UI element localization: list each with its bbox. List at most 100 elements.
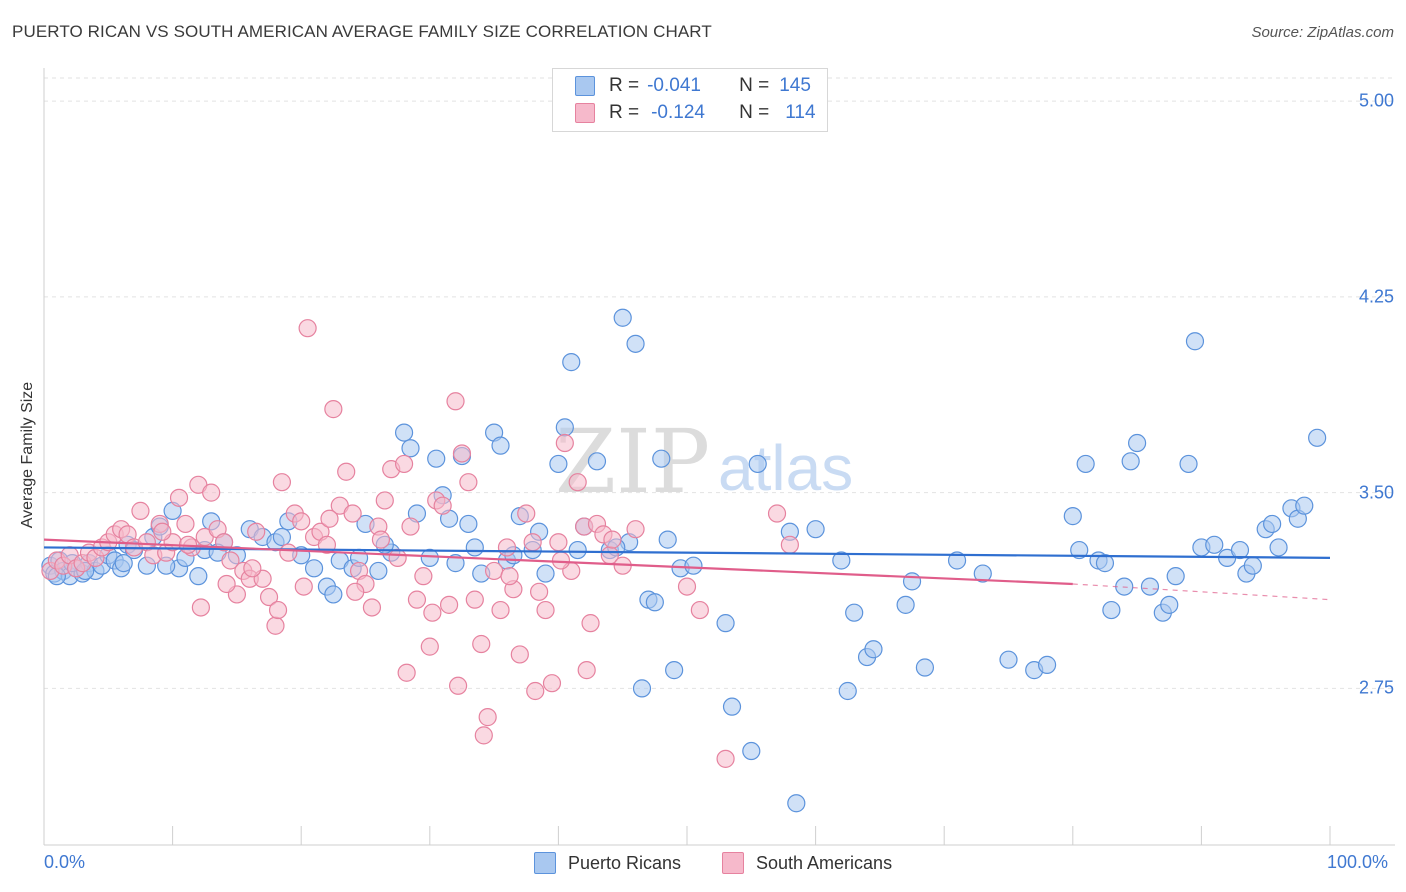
puerto-rican-point [915, 658, 935, 677]
south-american-point [259, 587, 279, 607]
series-legend-south-americans: South Americans [722, 852, 892, 874]
south-american-point [523, 533, 542, 552]
data-points [41, 308, 1327, 813]
south-american-point [324, 400, 343, 419]
legend-n-label: N = [739, 75, 770, 96]
legend-r-label: R = [609, 102, 640, 123]
south-american-point [439, 595, 459, 614]
puerto-rican-point [304, 559, 324, 578]
south-american-point [362, 598, 382, 617]
puerto-rican-point [1037, 655, 1057, 674]
correlation-legend: R = -0.041 N = 145 R = -0.124 N = 114 [552, 68, 828, 132]
south-american-point [320, 509, 339, 528]
puerto-rican-point [491, 436, 510, 455]
chart-title: PUERTO RICAN VS SOUTH AMERICAN AVERAGE F… [12, 22, 712, 41]
south-american-point [371, 530, 391, 549]
puerto-rican-point [716, 614, 735, 633]
puerto-rican-point [1095, 554, 1115, 573]
south-american-point [153, 522, 172, 541]
puerto-rican-point [973, 564, 992, 583]
series-legend-puerto-ricans: Puerto Ricans [534, 852, 681, 874]
puerto-rican-point [1230, 540, 1250, 560]
puerto-rican-point [1121, 452, 1140, 471]
south-american-point [221, 551, 240, 570]
south-american-point [716, 749, 735, 768]
puerto-rican-point [999, 650, 1018, 669]
legend-swatch-blue [534, 852, 556, 874]
south-american-point [337, 462, 356, 481]
x-tick-label-min: 0.0% [44, 852, 86, 872]
puerto-rican-point [742, 741, 761, 761]
south-american-point [279, 543, 298, 562]
south-american-point [478, 708, 497, 727]
puerto-rican-point [838, 681, 857, 701]
puerto-rican-point [613, 308, 632, 327]
watermark-atlas: atlas [718, 432, 853, 504]
legend-n-label: N = [739, 102, 770, 123]
y-tick-label: 4.25 [1358, 286, 1394, 307]
puerto-rican-point [632, 679, 652, 698]
puerto-rican-point [645, 593, 664, 612]
puerto-rican-point [1076, 454, 1095, 474]
south-american-point [472, 634, 491, 654]
grid-lines [44, 77, 1395, 689]
south-american-point [446, 392, 465, 411]
legend-r-value: -0.124 [651, 102, 705, 123]
south-american-point [474, 726, 493, 745]
puerto-rican-point [555, 418, 574, 437]
puerto-rican-point [1140, 577, 1160, 596]
south-american-point [536, 600, 555, 620]
legend-row-puerto-ricans: R = -0.041 N = 145 [575, 74, 811, 98]
south-american-point [510, 645, 529, 664]
south-american-point [577, 661, 596, 680]
south-american-point [294, 577, 313, 596]
legend-n-value: 145 [779, 75, 811, 96]
puerto-rican-point [272, 527, 292, 547]
puerto-rican-point [587, 452, 607, 471]
south-american-point [780, 535, 799, 554]
south-american-point [346, 582, 365, 601]
south-american-point [375, 491, 394, 510]
south-american-point [247, 522, 266, 541]
puerto-rican-point [626, 334, 645, 353]
south-american-point [603, 530, 622, 549]
y-tick-label: 5.00 [1358, 90, 1394, 111]
south-american-point [423, 603, 442, 622]
south-american-point [292, 512, 311, 531]
puerto-rican-point [902, 572, 922, 591]
puerto-rican-point [1205, 535, 1224, 554]
south-american-point [131, 501, 150, 520]
puerto-rican-point [684, 556, 703, 575]
puerto-rican-point [114, 554, 133, 573]
puerto-rican-point [420, 548, 439, 567]
puerto-rican-point [549, 454, 568, 474]
south-american-point [448, 676, 468, 695]
puerto-rican-point [1179, 454, 1198, 474]
south-american-point [272, 473, 292, 492]
south-american-point [176, 514, 195, 534]
south-american-point [414, 567, 433, 586]
y-tick-label: 2.75 [1358, 677, 1394, 698]
legend-swatch-pink [575, 103, 595, 123]
legend-label-puerto-ricans: Puerto Ricans [568, 852, 682, 873]
legend-swatch-blue [575, 76, 595, 96]
trend-lines [43, 538, 1331, 601]
legend-n-value: 114 [785, 102, 816, 123]
puerto-rican-point [562, 353, 581, 372]
south-american-trend-extension [1072, 583, 1331, 601]
south-american-point [497, 538, 517, 557]
south-american-trend-line [43, 538, 1073, 586]
south-american-point [500, 567, 519, 586]
legend-row-south-americans: R = -0.124 N = 114 [575, 101, 816, 125]
puerto-rican-point [369, 561, 388, 581]
puerto-rican-point [324, 585, 343, 604]
south-american-point [298, 319, 317, 338]
puerto-rican-point [806, 520, 825, 539]
puerto-rican-point [787, 794, 806, 813]
south-american-point [191, 598, 210, 617]
south-american-point [491, 600, 510, 620]
puerto-rican-point [652, 449, 671, 468]
puerto-rican-point [947, 551, 967, 570]
puerto-rican-point [1166, 567, 1185, 586]
